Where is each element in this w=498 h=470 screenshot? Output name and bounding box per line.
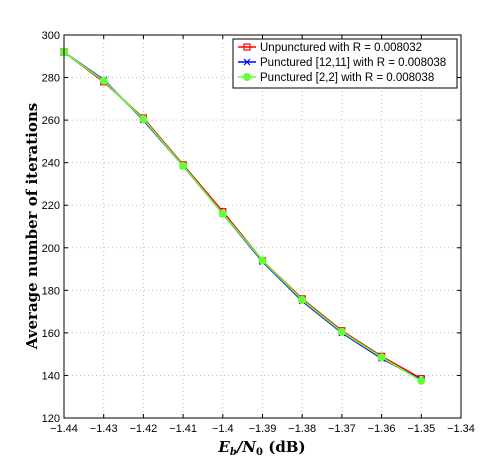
x-tick-label: −1.4 xyxy=(212,423,234,435)
x-axis-label-sub1: b xyxy=(230,447,237,458)
legend: Unpunctured with R = 0.008032 Punctured [… xyxy=(232,38,458,89)
y-tick-label: 160 xyxy=(42,328,60,340)
legend-entry-2: Punctured [12,11] with R = 0.008038 xyxy=(238,57,446,69)
y-axis-label: Average number of iterations xyxy=(23,103,41,350)
y-tick-label: 200 xyxy=(42,243,60,255)
series-line xyxy=(63,51,422,382)
data-point-circle xyxy=(337,327,346,336)
x-axis-label-slash: /N xyxy=(235,438,257,456)
x-axis-label-sub2: 0 xyxy=(256,447,263,458)
x-tick-label: −1.39 xyxy=(249,423,277,435)
data-point-square xyxy=(243,43,251,51)
legend-label: Punctured [2,2] with R = 0.008038 xyxy=(260,72,434,84)
data-point-circle xyxy=(218,209,227,218)
y-tick-label: 280 xyxy=(42,73,60,85)
x-tick-label: −1.35 xyxy=(407,423,435,435)
data-point-circle xyxy=(179,161,188,170)
y-tick-label: 120 xyxy=(42,413,60,425)
data-point-x xyxy=(243,58,251,66)
axis-ticks: −1.44 −1.43 −1.42 −1.41 −1.4 −1.39 −1.38 −1.37−… xyxy=(42,30,475,435)
y-tick-label: 300 xyxy=(42,30,60,42)
data-point-circle xyxy=(417,376,426,385)
x-axis-label-unit: (dB) xyxy=(263,438,306,456)
y-tick-label: 240 xyxy=(42,158,60,170)
legend-box xyxy=(232,38,458,89)
x-tick-label: −1.36 xyxy=(368,423,396,435)
legend-label: Unpunctured with R = 0.008032 xyxy=(260,42,422,54)
x-tick-label: −1.43 xyxy=(90,423,118,435)
x-tick-label: −1.41 xyxy=(169,423,197,435)
y-tick-label: 260 xyxy=(42,115,60,127)
plot-area xyxy=(64,35,461,418)
y-tick-label: 220 xyxy=(42,200,60,212)
y-tick-label: 180 xyxy=(42,285,60,297)
x-tick-label: −1.34 xyxy=(447,423,475,435)
x-tick-label: −1.42 xyxy=(129,423,157,435)
x-axis-label: Eb/N0 (dB) xyxy=(217,438,305,458)
data-point-circle xyxy=(258,256,267,265)
legend-entry-3: Punctured [2,2] with R = 0.008038 xyxy=(238,72,434,84)
data-point-circle xyxy=(243,73,251,81)
x-tick-label: −1.37 xyxy=(328,423,356,435)
data-point-circle xyxy=(298,295,307,304)
legend-label: Punctured [12,11] with R = 0.008038 xyxy=(260,57,446,69)
x-tick-label: −1.44 xyxy=(50,423,78,435)
y-tick-label: 140 xyxy=(42,370,60,382)
data-point-circle xyxy=(377,353,386,362)
data-point-circle xyxy=(99,76,108,85)
x-tick-label: −1.38 xyxy=(288,423,316,435)
data-point-x-stroke xyxy=(243,58,251,66)
data-point-circle xyxy=(139,115,148,124)
legend-entry-1: Unpunctured with R = 0.008032 xyxy=(238,42,422,54)
x-axis-label-main: E xyxy=(217,438,230,456)
